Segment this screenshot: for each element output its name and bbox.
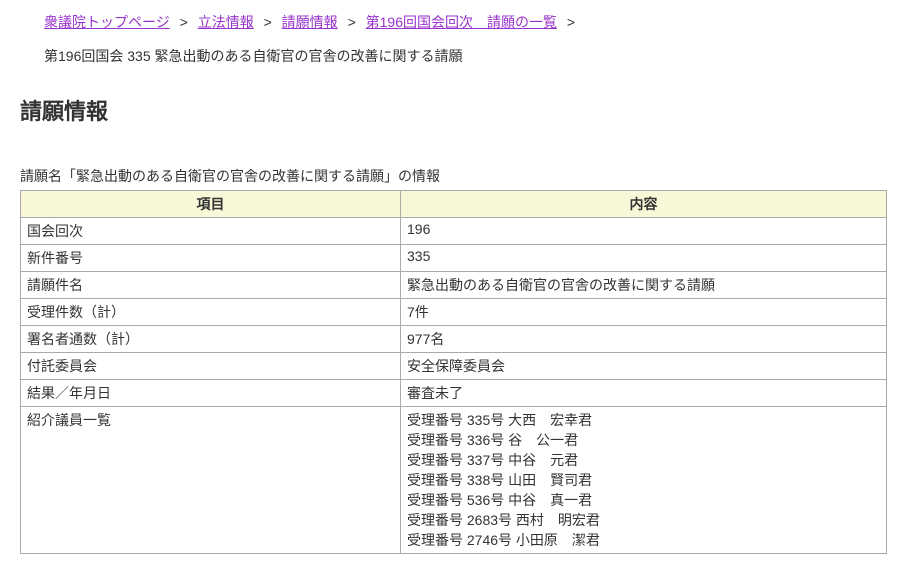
table-cell-value: 7件 bbox=[401, 299, 887, 326]
table-header-content: 内容 bbox=[401, 191, 887, 218]
member-line: 受理番号 2746号 小田原 潔君 bbox=[407, 530, 880, 550]
page-title: 請願情報 bbox=[20, 94, 887, 126]
table-cell-value: 受理番号 335号 大西 宏幸君受理番号 336号 谷 公一君受理番号 337号… bbox=[401, 407, 887, 554]
table-cell-label: 署名者通数（計） bbox=[21, 326, 401, 353]
table-cell-value: 緊急出動のある自衛官の官舎の改善に関する請願 bbox=[401, 272, 887, 299]
breadcrumb-link-top[interactable]: 衆議院トップページ bbox=[44, 14, 170, 30]
breadcrumb-separator: > bbox=[180, 14, 188, 30]
breadcrumb-link-session-list[interactable]: 第196回国会回次 請願の一覧 bbox=[366, 14, 557, 30]
table-cell-label: 新件番号 bbox=[21, 245, 401, 272]
table-cell-value: 977名 bbox=[401, 326, 887, 353]
table-row: 付託委員会安全保障委員会 bbox=[21, 353, 887, 380]
table-cell-label: 紹介議員一覧 bbox=[21, 407, 401, 554]
table-cell-label: 付託委員会 bbox=[21, 353, 401, 380]
member-line: 受理番号 338号 山田 賢司君 bbox=[407, 470, 880, 490]
table-row: 請願件名緊急出動のある自衛官の官舎の改善に関する請願 bbox=[21, 272, 887, 299]
table-row: 新件番号335 bbox=[21, 245, 887, 272]
member-line: 受理番号 2683号 西村 明宏君 bbox=[407, 510, 880, 530]
breadcrumb-link-legislation[interactable]: 立法情報 bbox=[198, 14, 254, 30]
current-item-title: 第196回国会 335 緊急出動のある自衛官の官舎の改善に関する請願 bbox=[20, 46, 887, 66]
breadcrumb: 衆議院トップページ > 立法情報 > 請願情報 > 第196回国会回次 請願の一… bbox=[20, 12, 887, 32]
member-line: 受理番号 536号 中谷 真一君 bbox=[407, 490, 880, 510]
table-header-item: 項目 bbox=[21, 191, 401, 218]
breadcrumb-separator: > bbox=[264, 14, 272, 30]
table-cell-value: 審査未了 bbox=[401, 380, 887, 407]
table-header-row: 項目 内容 bbox=[21, 191, 887, 218]
table-cell-label: 結果／年月日 bbox=[21, 380, 401, 407]
table-cell-value: 335 bbox=[401, 245, 887, 272]
table-caption: 請願名「緊急出動のある自衛官の官舎の改善に関する請願」の情報 bbox=[20, 166, 887, 186]
table-cell-label: 受理件数（計） bbox=[21, 299, 401, 326]
table-row: 紹介議員一覧受理番号 335号 大西 宏幸君受理番号 336号 谷 公一君受理番… bbox=[21, 407, 887, 554]
breadcrumb-separator: > bbox=[567, 14, 575, 30]
table-row: 結果／年月日審査未了 bbox=[21, 380, 887, 407]
table-row: 署名者通数（計）977名 bbox=[21, 326, 887, 353]
member-line: 受理番号 336号 谷 公一君 bbox=[407, 430, 880, 450]
member-line: 受理番号 335号 大西 宏幸君 bbox=[407, 410, 880, 430]
table-cell-label: 請願件名 bbox=[21, 272, 401, 299]
member-line: 受理番号 337号 中谷 元君 bbox=[407, 450, 880, 470]
table-cell-value: 安全保障委員会 bbox=[401, 353, 887, 380]
breadcrumb-link-petition-info[interactable]: 請願情報 bbox=[282, 14, 338, 30]
table-row: 国会回次196 bbox=[21, 218, 887, 245]
table-cell-value: 196 bbox=[401, 218, 887, 245]
table-row: 受理件数（計）7件 bbox=[21, 299, 887, 326]
petition-info-table: 項目 内容 国会回次196新件番号335請願件名緊急出動のある自衛官の官舎の改善… bbox=[20, 190, 887, 554]
table-cell-label: 国会回次 bbox=[21, 218, 401, 245]
breadcrumb-separator: > bbox=[348, 14, 356, 30]
